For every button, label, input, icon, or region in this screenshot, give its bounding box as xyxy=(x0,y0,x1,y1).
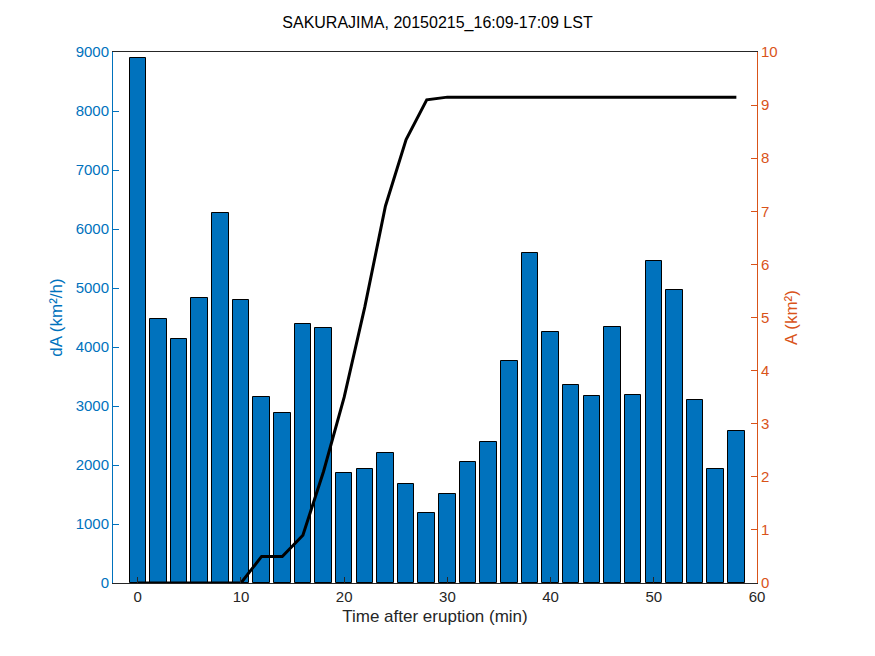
svg-text:4: 4 xyxy=(761,362,769,379)
svg-text:2: 2 xyxy=(761,468,769,485)
svg-text:50: 50 xyxy=(645,588,662,605)
svg-text:10: 10 xyxy=(761,43,778,60)
svg-text:60: 60 xyxy=(749,588,766,605)
svg-text:Time after eruption (min): Time after eruption (min) xyxy=(342,607,527,626)
svg-text:0: 0 xyxy=(101,574,109,591)
svg-text:7: 7 xyxy=(761,203,769,220)
svg-text:0: 0 xyxy=(134,588,142,605)
svg-text:5: 5 xyxy=(761,309,769,326)
svg-text:1000: 1000 xyxy=(76,515,109,532)
svg-text:3: 3 xyxy=(761,415,769,432)
svg-text:dA (km²/h): dA (km²/h) xyxy=(47,278,66,356)
svg-text:0: 0 xyxy=(761,574,769,591)
svg-text:4000: 4000 xyxy=(76,338,109,355)
svg-text:8000: 8000 xyxy=(76,102,109,119)
svg-text:2000: 2000 xyxy=(76,456,109,473)
svg-text:9: 9 xyxy=(761,96,769,113)
svg-text:9000: 9000 xyxy=(76,43,109,60)
svg-text:A (km²): A (km²) xyxy=(782,290,801,345)
svg-text:SAKURAJIMA, 20150215_16:09-17:: SAKURAJIMA, 20150215_16:09-17:09 LST xyxy=(282,14,593,32)
svg-text:8: 8 xyxy=(761,149,769,166)
svg-text:6000: 6000 xyxy=(76,220,109,237)
svg-text:5000: 5000 xyxy=(76,279,109,296)
svg-text:3000: 3000 xyxy=(76,397,109,414)
svg-text:10: 10 xyxy=(233,588,250,605)
svg-text:40: 40 xyxy=(542,588,559,605)
svg-text:1: 1 xyxy=(761,521,769,538)
svg-text:7000: 7000 xyxy=(76,161,109,178)
svg-text:20: 20 xyxy=(336,588,353,605)
svg-text:6: 6 xyxy=(761,256,769,273)
svg-text:30: 30 xyxy=(439,588,456,605)
